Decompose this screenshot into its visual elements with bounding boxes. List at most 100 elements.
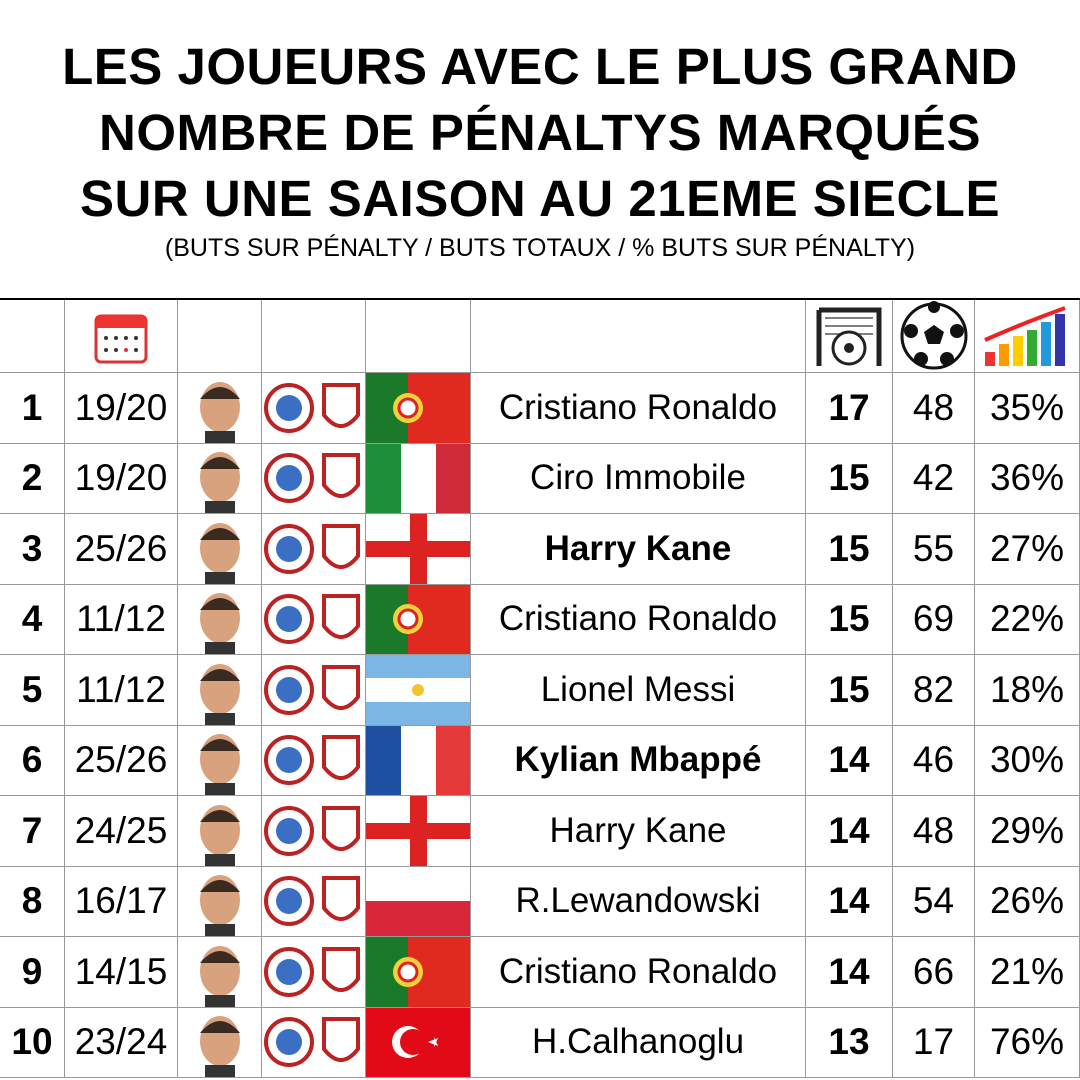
rank: 7 bbox=[0, 796, 65, 867]
season: 16/17 bbox=[65, 866, 178, 937]
season: 23/24 bbox=[65, 1007, 178, 1078]
header-cell bbox=[471, 300, 806, 373]
player-name: Cristiano Ronaldo bbox=[471, 584, 806, 655]
total-goals: 48 bbox=[893, 796, 975, 867]
rank: 2 bbox=[0, 443, 65, 514]
penalty-goals: 15 bbox=[806, 443, 893, 514]
country-flag bbox=[366, 584, 471, 655]
player-name: Harry Kane bbox=[471, 514, 806, 585]
player-photo bbox=[178, 514, 262, 585]
club-badges bbox=[262, 866, 366, 937]
penalty-percent: 30% bbox=[975, 725, 1080, 796]
total-goals: 55 bbox=[893, 514, 975, 585]
country-flag bbox=[366, 1007, 471, 1078]
season: 14/15 bbox=[65, 937, 178, 1008]
penalty-percent: 26% bbox=[975, 866, 1080, 937]
rank: 1 bbox=[0, 373, 65, 444]
penalty-goals: 13 bbox=[806, 1007, 893, 1078]
player-photo bbox=[178, 655, 262, 726]
player-name: Lionel Messi bbox=[471, 655, 806, 726]
penalty-goals: 14 bbox=[806, 796, 893, 867]
penalty-goals: 17 bbox=[806, 373, 893, 444]
total-goals: 69 bbox=[893, 584, 975, 655]
club-badges bbox=[262, 443, 366, 514]
penalty-percent: 27% bbox=[975, 514, 1080, 585]
total-goals: 82 bbox=[893, 655, 975, 726]
chart-icon bbox=[975, 300, 1080, 373]
club-badges bbox=[262, 584, 366, 655]
club-badges bbox=[262, 725, 366, 796]
player-name: Cristiano Ronaldo bbox=[471, 937, 806, 1008]
player-photo bbox=[178, 796, 262, 867]
country-flag bbox=[366, 725, 471, 796]
penalty-goals: 15 bbox=[806, 514, 893, 585]
season: 25/26 bbox=[65, 514, 178, 585]
country-flag bbox=[366, 655, 471, 726]
player-name: Cristiano Ronaldo bbox=[471, 373, 806, 444]
header: LES JOUEURS AVEC LE PLUS GRAND NOMBRE DE… bbox=[0, 0, 1080, 300]
country-flag bbox=[366, 443, 471, 514]
penalty-goals: 14 bbox=[806, 725, 893, 796]
season: 19/20 bbox=[65, 373, 178, 444]
player-name: R.Lewandowski bbox=[471, 866, 806, 937]
rank: 4 bbox=[0, 584, 65, 655]
header-cell bbox=[0, 300, 65, 373]
player-name: Kylian Mbappé bbox=[471, 725, 806, 796]
rank: 6 bbox=[0, 725, 65, 796]
title-line: LES JOUEURS AVEC LE PLUS GRAND bbox=[62, 38, 1018, 95]
penalty-goals: 14 bbox=[806, 866, 893, 937]
total-goals: 54 bbox=[893, 866, 975, 937]
player-photo bbox=[178, 584, 262, 655]
player-photo bbox=[178, 725, 262, 796]
ball-icon bbox=[893, 300, 975, 373]
player-photo bbox=[178, 443, 262, 514]
season: 19/20 bbox=[65, 443, 178, 514]
total-goals: 48 bbox=[893, 373, 975, 444]
rank: 9 bbox=[0, 937, 65, 1008]
season: 25/26 bbox=[65, 725, 178, 796]
total-goals: 46 bbox=[893, 725, 975, 796]
penalty-percent: 18% bbox=[975, 655, 1080, 726]
rank: 8 bbox=[0, 866, 65, 937]
penalty-goals: 15 bbox=[806, 655, 893, 726]
header-cell bbox=[366, 300, 471, 373]
season: 11/12 bbox=[65, 655, 178, 726]
rank: 10 bbox=[0, 1007, 65, 1078]
season: 11/12 bbox=[65, 584, 178, 655]
goal-icon bbox=[806, 300, 893, 373]
penalty-percent: 36% bbox=[975, 443, 1080, 514]
rank: 3 bbox=[0, 514, 65, 585]
country-flag bbox=[366, 937, 471, 1008]
calendar-icon bbox=[65, 300, 178, 373]
penalty-percent: 76% bbox=[975, 1007, 1080, 1078]
club-badges bbox=[262, 373, 366, 444]
total-goals: 42 bbox=[893, 443, 975, 514]
total-goals: 66 bbox=[893, 937, 975, 1008]
player-photo bbox=[178, 373, 262, 444]
table: 1 19/20 Cristiano Ronaldo 17 48 35% 2 19/20 Ciro… bbox=[0, 300, 1080, 1078]
penalty-goals: 15 bbox=[806, 584, 893, 655]
country-flag bbox=[366, 796, 471, 867]
player-photo bbox=[178, 1007, 262, 1078]
club-badges bbox=[262, 796, 366, 867]
club-badges bbox=[262, 1007, 366, 1078]
title-line: SUR UNE SAISON AU 21EME SIECLE bbox=[80, 170, 1000, 227]
club-badges bbox=[262, 655, 366, 726]
total-goals: 17 bbox=[893, 1007, 975, 1078]
penalty-percent: 21% bbox=[975, 937, 1080, 1008]
penalty-percent: 35% bbox=[975, 373, 1080, 444]
club-badges bbox=[262, 937, 366, 1008]
player-name: Harry Kane bbox=[471, 796, 806, 867]
penalty-percent: 29% bbox=[975, 796, 1080, 867]
penalty-goals: 14 bbox=[806, 937, 893, 1008]
penalty-percent: 22% bbox=[975, 584, 1080, 655]
country-flag bbox=[366, 866, 471, 937]
country-flag bbox=[366, 373, 471, 444]
title-line: NOMBRE DE PÉNALTYS MARQUÉS bbox=[99, 104, 981, 161]
club-badges bbox=[262, 514, 366, 585]
player-name: Ciro Immobile bbox=[471, 443, 806, 514]
header-cell bbox=[262, 300, 366, 373]
player-photo bbox=[178, 937, 262, 1008]
rank: 5 bbox=[0, 655, 65, 726]
